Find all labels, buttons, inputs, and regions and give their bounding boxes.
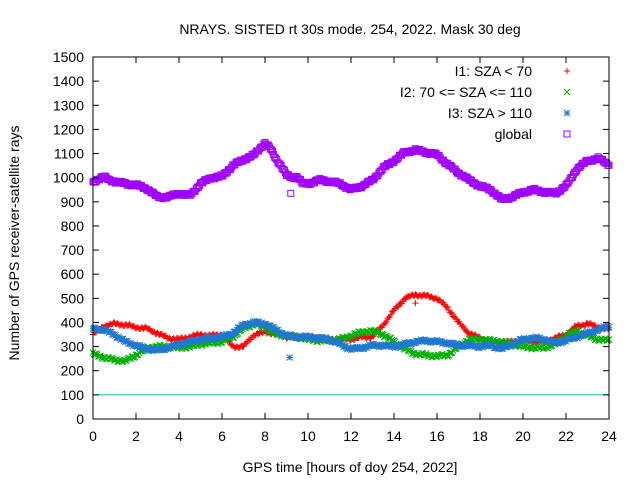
x-tick-label: 10 xyxy=(300,428,316,444)
data-point xyxy=(240,343,247,350)
data-point xyxy=(274,326,282,334)
data-point xyxy=(444,304,451,311)
outlier-point xyxy=(287,189,295,197)
y-tick-label: 500 xyxy=(61,290,85,306)
x-tick-label: 20 xyxy=(515,428,531,444)
data-point xyxy=(236,324,244,331)
data-point xyxy=(383,318,390,325)
legend-label: I3: SZA > 110 xyxy=(448,105,532,121)
y-tick-label: 200 xyxy=(61,363,85,379)
data-point xyxy=(447,309,454,316)
y-tick-label: 900 xyxy=(61,194,85,210)
legend-label: I2: 70 <= SZA <= 110 xyxy=(400,84,532,100)
x-tick-label: 2 xyxy=(132,428,140,444)
x-tick-label: 22 xyxy=(558,428,574,444)
x-axis-label: GPS time [hours of doy 254, 2022] xyxy=(243,459,458,475)
legend-marker xyxy=(564,68,570,74)
y-tick-label: 1200 xyxy=(53,121,84,137)
data-point xyxy=(399,298,406,305)
x-tick-label: 16 xyxy=(429,428,445,444)
data-point xyxy=(449,310,456,317)
x-tick-label: 8 xyxy=(261,428,269,444)
outlier-point xyxy=(412,300,419,307)
y-tick-label: 0 xyxy=(76,411,84,427)
data-point xyxy=(464,328,471,335)
data-point xyxy=(523,344,531,352)
data-point xyxy=(603,159,611,167)
data-point xyxy=(119,335,127,343)
x-tick-label: 6 xyxy=(218,428,226,444)
x-tick-label: 12 xyxy=(343,428,359,444)
x-tick-label: 24 xyxy=(601,428,617,444)
legend-marker xyxy=(563,130,571,138)
y-tick-label: 1300 xyxy=(53,97,84,113)
data-point xyxy=(232,328,240,336)
legend: I1: SZA < 70 I2: 70 <= SZA <= 110 I3: SZA … xyxy=(400,63,571,142)
series-4 xyxy=(89,138,613,203)
data-point xyxy=(162,332,169,339)
data-point xyxy=(459,323,466,330)
outlier-point xyxy=(286,354,294,361)
y-tick-label: 1500 xyxy=(53,49,84,65)
x-tick-label: 0 xyxy=(89,428,97,444)
y-axis-label: Number of GPS receiver-satellite rays xyxy=(6,126,22,361)
data-point xyxy=(562,338,570,345)
data-point xyxy=(267,146,275,154)
y-tick-label: 400 xyxy=(61,314,85,330)
data-point xyxy=(387,311,394,318)
x-tick-label: 4 xyxy=(175,428,183,444)
y-tick-label: 1000 xyxy=(53,170,84,186)
y-tick-label: 600 xyxy=(61,266,85,282)
x-tick-label: 18 xyxy=(472,428,488,444)
data-point xyxy=(460,324,467,331)
series-3 xyxy=(89,317,613,355)
y-tick-label: 700 xyxy=(61,242,85,258)
axes-frame: 0 2 4 6 8 10 12 14 16 18 20 22 240100200300400500600… xyxy=(53,49,617,444)
data-point xyxy=(382,320,389,327)
y-tick-label: 1100 xyxy=(54,146,84,162)
outlier-points xyxy=(286,189,419,361)
plot-area xyxy=(89,138,613,396)
chart-title: NRAYS. SISTED rt 30s mode. 254, 2022. Ma… xyxy=(179,21,520,37)
y-tick-label: 300 xyxy=(61,339,85,355)
legend-label: global xyxy=(495,126,532,142)
y-tick-label: 100 xyxy=(61,387,85,403)
y-tick-label: 800 xyxy=(61,218,85,234)
legend-label: I1: SZA < 70 xyxy=(455,63,533,79)
y-tick-label: 1400 xyxy=(53,73,84,89)
data-point xyxy=(107,328,115,336)
legend-marker xyxy=(563,109,571,117)
legend-marker xyxy=(563,88,571,96)
x-tick-label: 14 xyxy=(386,428,402,444)
data-point xyxy=(229,331,237,338)
